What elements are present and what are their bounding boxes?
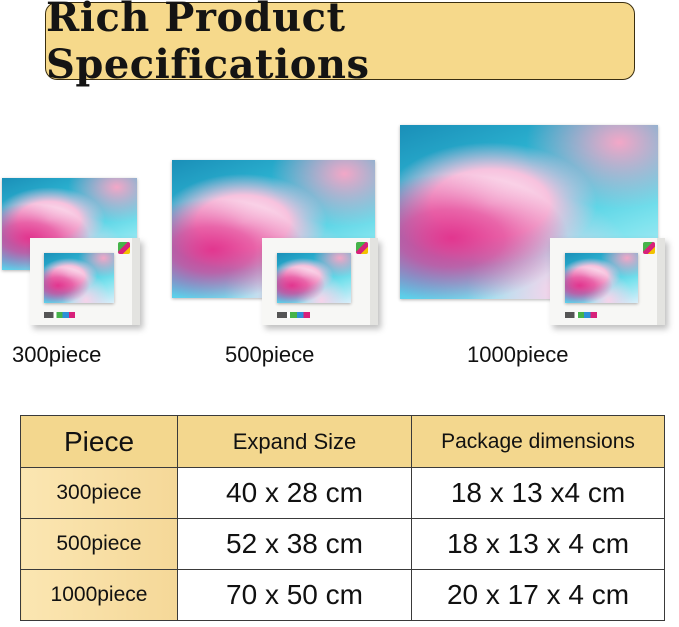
brand-logo (44, 312, 75, 319)
brand-logo (277, 312, 310, 319)
piece-cell: 500piece (20, 518, 178, 570)
table-row: 500piece 52 x 38 cm 18 x 13 x 4 cm (20, 518, 665, 570)
size-label-500: 500piece (225, 342, 315, 367)
box-cover-image (44, 252, 114, 304)
piece-cell: 300piece (20, 467, 178, 519)
puzzle-box-500 (262, 238, 378, 325)
expand-size-cell: 40 x 28 cm (177, 467, 412, 519)
size-label-1000: 1000piece (467, 342, 569, 367)
package-dimensions-cell: 18 x 13 x 4 cm (411, 518, 665, 570)
puzzle-box-1000 (550, 238, 665, 325)
table-row: 300piece 40 x 28 cm 18 x 13 x4 cm (20, 467, 665, 519)
brand-logo (564, 312, 598, 319)
box-cover-image (564, 252, 638, 304)
box-cover-image (277, 252, 351, 304)
package-dimensions-cell: 20 x 17 x 4 cm (411, 569, 665, 621)
table-header-row: Piece Expand Size Package dimensions (20, 415, 665, 468)
expand-size-cell: 70 x 50 cm (177, 569, 412, 621)
piece-cell: 1000piece (20, 569, 178, 621)
table-row: 1000piece 70 x 50 cm 20 x 17 x 4 cm (20, 569, 665, 621)
puzzle-piece-icon (118, 242, 130, 254)
header-package-dimensions: Package dimensions (411, 415, 665, 468)
title-banner: Rich Product Specifications (45, 0, 635, 88)
spec-table: Piece Expand Size Package dimensions 300… (20, 415, 665, 621)
header-piece: Piece (20, 415, 178, 468)
puzzle-piece-icon (356, 242, 368, 254)
puzzle-piece-icon (643, 242, 655, 254)
size-label-300: 300piece (12, 342, 102, 367)
page-title: Rich Product Specifications (46, 0, 370, 88)
puzzle-box-300 (30, 238, 140, 325)
header-expand-size: Expand Size (177, 415, 412, 468)
package-dimensions-cell: 18 x 13 x4 cm (411, 467, 665, 519)
expand-size-cell: 52 x 38 cm (177, 518, 412, 570)
